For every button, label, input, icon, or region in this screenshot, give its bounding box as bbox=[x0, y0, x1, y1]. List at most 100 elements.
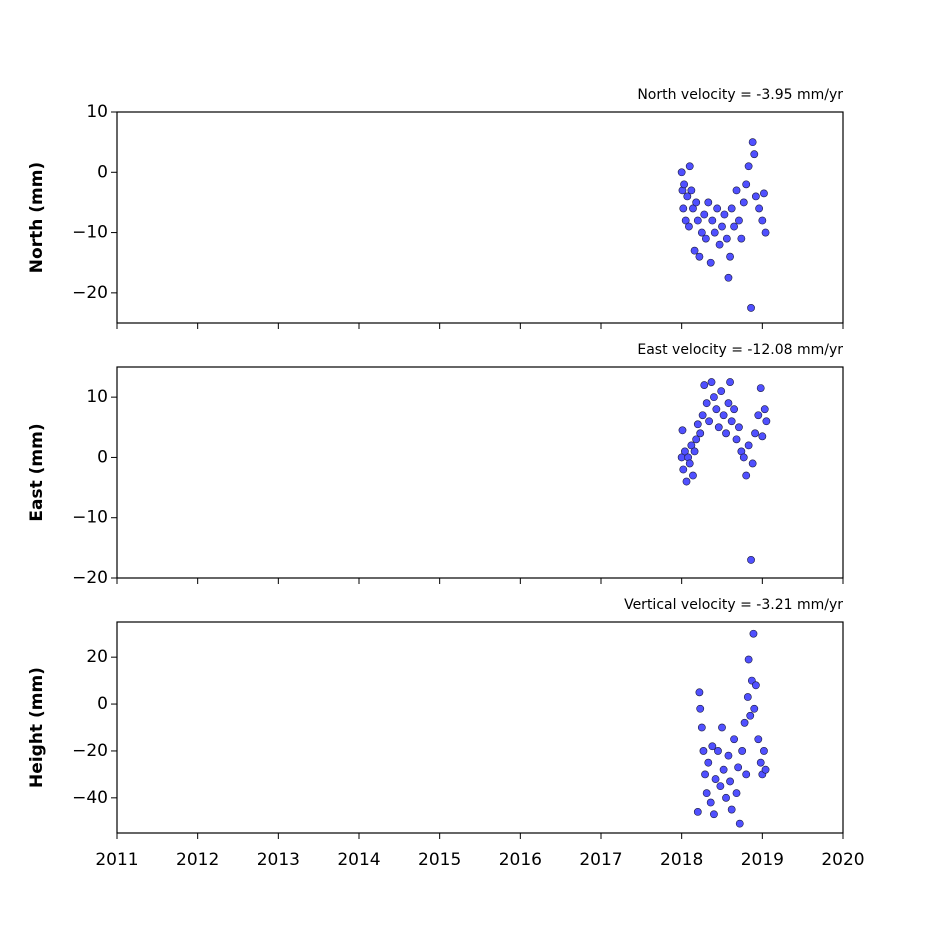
point bbox=[687, 441, 696, 450]
point bbox=[679, 465, 688, 474]
point bbox=[751, 681, 760, 690]
point bbox=[695, 688, 704, 697]
y-tick-label: 10 bbox=[86, 102, 108, 122]
point bbox=[742, 770, 751, 779]
point bbox=[680, 447, 689, 456]
point bbox=[679, 204, 688, 213]
point bbox=[700, 210, 709, 219]
point bbox=[700, 381, 709, 389]
point bbox=[734, 763, 743, 772]
point bbox=[693, 420, 702, 429]
point bbox=[690, 246, 699, 255]
point bbox=[751, 429, 759, 438]
point bbox=[715, 240, 724, 249]
x-tick-label: 2013 bbox=[257, 850, 300, 870]
point bbox=[719, 411, 728, 420]
point bbox=[706, 798, 715, 807]
point bbox=[732, 435, 741, 444]
point bbox=[724, 273, 733, 282]
point bbox=[735, 216, 743, 225]
point bbox=[761, 228, 770, 237]
point bbox=[708, 216, 717, 225]
point bbox=[702, 399, 711, 408]
point bbox=[680, 180, 688, 189]
point bbox=[692, 435, 701, 444]
point bbox=[748, 459, 757, 468]
point bbox=[749, 629, 758, 638]
point bbox=[713, 204, 722, 213]
x-tick-label: 2018 bbox=[660, 850, 703, 870]
point bbox=[707, 378, 716, 386]
x-tick-label: 2017 bbox=[579, 850, 622, 870]
point bbox=[743, 693, 752, 701]
point bbox=[701, 770, 709, 779]
point bbox=[678, 426, 687, 435]
point bbox=[689, 204, 697, 213]
plot-frame bbox=[116, 111, 844, 324]
point bbox=[735, 423, 743, 432]
plot-frame bbox=[116, 621, 844, 834]
point bbox=[760, 189, 768, 198]
point bbox=[726, 252, 734, 261]
point bbox=[685, 222, 693, 231]
point bbox=[727, 417, 736, 426]
y-axis-label: North (mm) bbox=[27, 162, 47, 273]
point bbox=[704, 198, 713, 207]
point bbox=[726, 777, 734, 786]
point bbox=[727, 204, 736, 213]
y-tick-label: −10 bbox=[72, 223, 108, 243]
point bbox=[730, 405, 738, 414]
y-tick-label: 0 bbox=[97, 694, 108, 714]
point bbox=[689, 471, 697, 480]
y-axis-label: East (mm) bbox=[27, 423, 47, 521]
point bbox=[742, 471, 751, 480]
point bbox=[744, 162, 753, 171]
point bbox=[739, 453, 748, 462]
plot-frame bbox=[116, 366, 844, 579]
y-tick-label: 0 bbox=[97, 447, 108, 467]
point bbox=[762, 417, 771, 426]
point bbox=[711, 775, 720, 783]
point bbox=[751, 192, 760, 201]
point bbox=[756, 384, 765, 392]
point bbox=[754, 735, 763, 744]
point bbox=[724, 399, 733, 408]
point bbox=[683, 192, 692, 201]
x-tick-label: 2016 bbox=[499, 850, 542, 870]
y-tick-label: −10 bbox=[72, 508, 108, 528]
point bbox=[696, 704, 705, 713]
point bbox=[750, 150, 759, 159]
point bbox=[722, 793, 730, 802]
point bbox=[746, 711, 755, 720]
point bbox=[744, 655, 753, 664]
point bbox=[718, 222, 726, 231]
point bbox=[685, 459, 694, 468]
point bbox=[750, 704, 759, 713]
point bbox=[720, 210, 729, 219]
point bbox=[760, 747, 768, 755]
point bbox=[714, 423, 723, 432]
point bbox=[693, 216, 702, 225]
point bbox=[761, 765, 770, 774]
point bbox=[758, 432, 767, 441]
point bbox=[732, 186, 741, 195]
point bbox=[730, 222, 738, 231]
point bbox=[697, 723, 706, 732]
point bbox=[692, 198, 701, 207]
point bbox=[727, 805, 736, 814]
point bbox=[704, 758, 713, 767]
point bbox=[747, 304, 755, 312]
point bbox=[685, 162, 694, 171]
point bbox=[732, 789, 741, 798]
point bbox=[740, 718, 749, 727]
point bbox=[687, 186, 696, 195]
point bbox=[705, 417, 713, 426]
y-tick-label: −40 bbox=[72, 788, 108, 808]
point bbox=[760, 405, 769, 414]
point bbox=[747, 556, 755, 564]
point bbox=[726, 378, 734, 386]
point bbox=[701, 234, 710, 243]
point bbox=[742, 180, 751, 189]
point bbox=[699, 747, 708, 755]
